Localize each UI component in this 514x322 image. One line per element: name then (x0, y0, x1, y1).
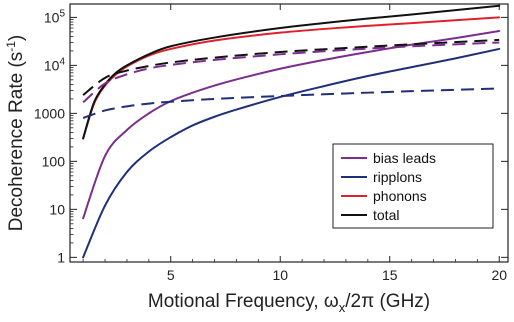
series-line-ripplons (82, 47, 501, 259)
tick-labels: 5 10 15 20 1 10 100 1000 104 105 (34, 8, 507, 283)
x-tick-label: 20 (491, 267, 507, 283)
y-axis-title-sup: -1 (4, 41, 18, 52)
x-axis-title-sub: x (339, 300, 346, 315)
x-axis-title-tail: /2π (GHz) (345, 291, 430, 312)
y-tick-label: 10 (49, 201, 65, 217)
y-tick-label: 104 (44, 56, 66, 73)
x-axis-title: Motional Frequency, ωx/2π (GHz) (148, 291, 430, 315)
y-tick-label: 105 (44, 8, 66, 25)
series-line-phonons (82, 16, 501, 140)
series-layer (82, 4, 501, 259)
x-tick-label: 5 (167, 267, 175, 283)
legend-label: total (373, 207, 399, 223)
x-tick-label: 15 (382, 267, 398, 283)
series-line-total (82, 4, 501, 140)
y-axis-title: Decoherence Rate (s-1) (4, 35, 27, 232)
x-tick-label: 10 (272, 267, 288, 283)
x-axis-title-main: Motional Frequency, ω (148, 291, 339, 312)
plot-frame (69, 3, 509, 263)
y-tick-label: 100 (42, 153, 66, 169)
y-tick-label: 1 (57, 249, 65, 265)
series-line-dashed (82, 87, 500, 119)
series-line-dashed (82, 41, 500, 104)
y-tick-label: 1000 (34, 105, 65, 121)
legend-label: bias leads (373, 150, 436, 166)
axis-ticks (70, 4, 508, 262)
legend-label: ripplons (373, 169, 422, 185)
y-axis-title-main: Decoherence Rate (s (6, 52, 27, 232)
legend: bias leads ripplons phonons total (332, 143, 494, 229)
series-line-dashed (82, 38, 500, 96)
y-axis-title-tail: ) (6, 35, 27, 41)
legend-label: phonons (373, 188, 427, 204)
